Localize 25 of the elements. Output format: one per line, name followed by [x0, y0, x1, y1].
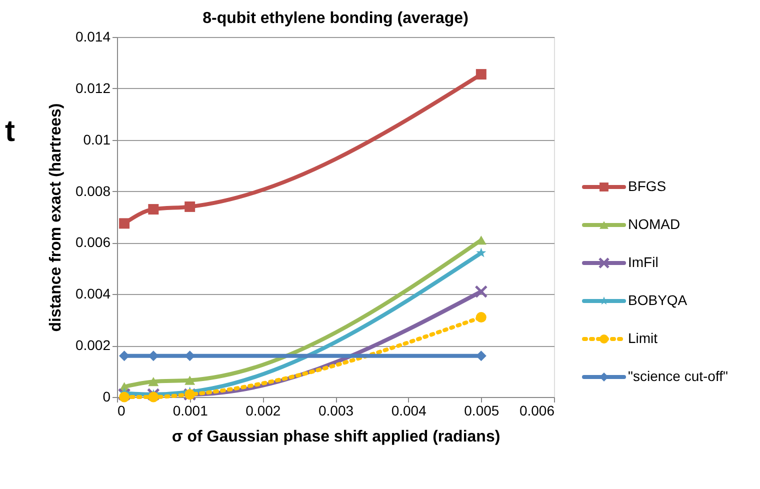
y-tick-label: 0.014: [75, 28, 111, 44]
x-axis-title: σ of Gaussian phase shift applied (radians): [172, 428, 500, 446]
y-tick-label: 0.012: [75, 80, 111, 96]
legend-label: NOMAD: [628, 216, 680, 232]
chart-title: 8-qubit ethylene bonding (average): [202, 10, 468, 27]
x-tick-label: 0.004: [391, 402, 427, 418]
legend-label: BFGS: [628, 178, 666, 194]
x-tick-label: 0.003: [318, 402, 354, 418]
y-tick-label: 0.002: [75, 337, 111, 354]
y-tick-label: 0: [102, 388, 111, 404]
x-tick-label: 0.006: [519, 402, 555, 418]
y-axis-title: distance from exact (hartrees): [47, 103, 64, 332]
legend-label: ImFil: [628, 254, 658, 270]
legend-label: "science cut-off": [628, 368, 728, 384]
x-tick-label: 0.002: [246, 402, 281, 418]
y-tick-label: 0.006: [75, 234, 111, 250]
y-tick-label: 0.008: [75, 182, 111, 199]
y-tick-label: 0.01: [83, 131, 111, 148]
x-tick-label: 0.005: [464, 402, 500, 418]
text: t: [5, 115, 15, 148]
y-tick-label: 0.004: [75, 286, 111, 302]
legend-label: BOBYQA: [628, 292, 688, 308]
x-tick-label: 0.001: [172, 402, 208, 418]
legend-label: Limit: [628, 330, 658, 346]
x-tick-label: 0: [118, 402, 126, 418]
